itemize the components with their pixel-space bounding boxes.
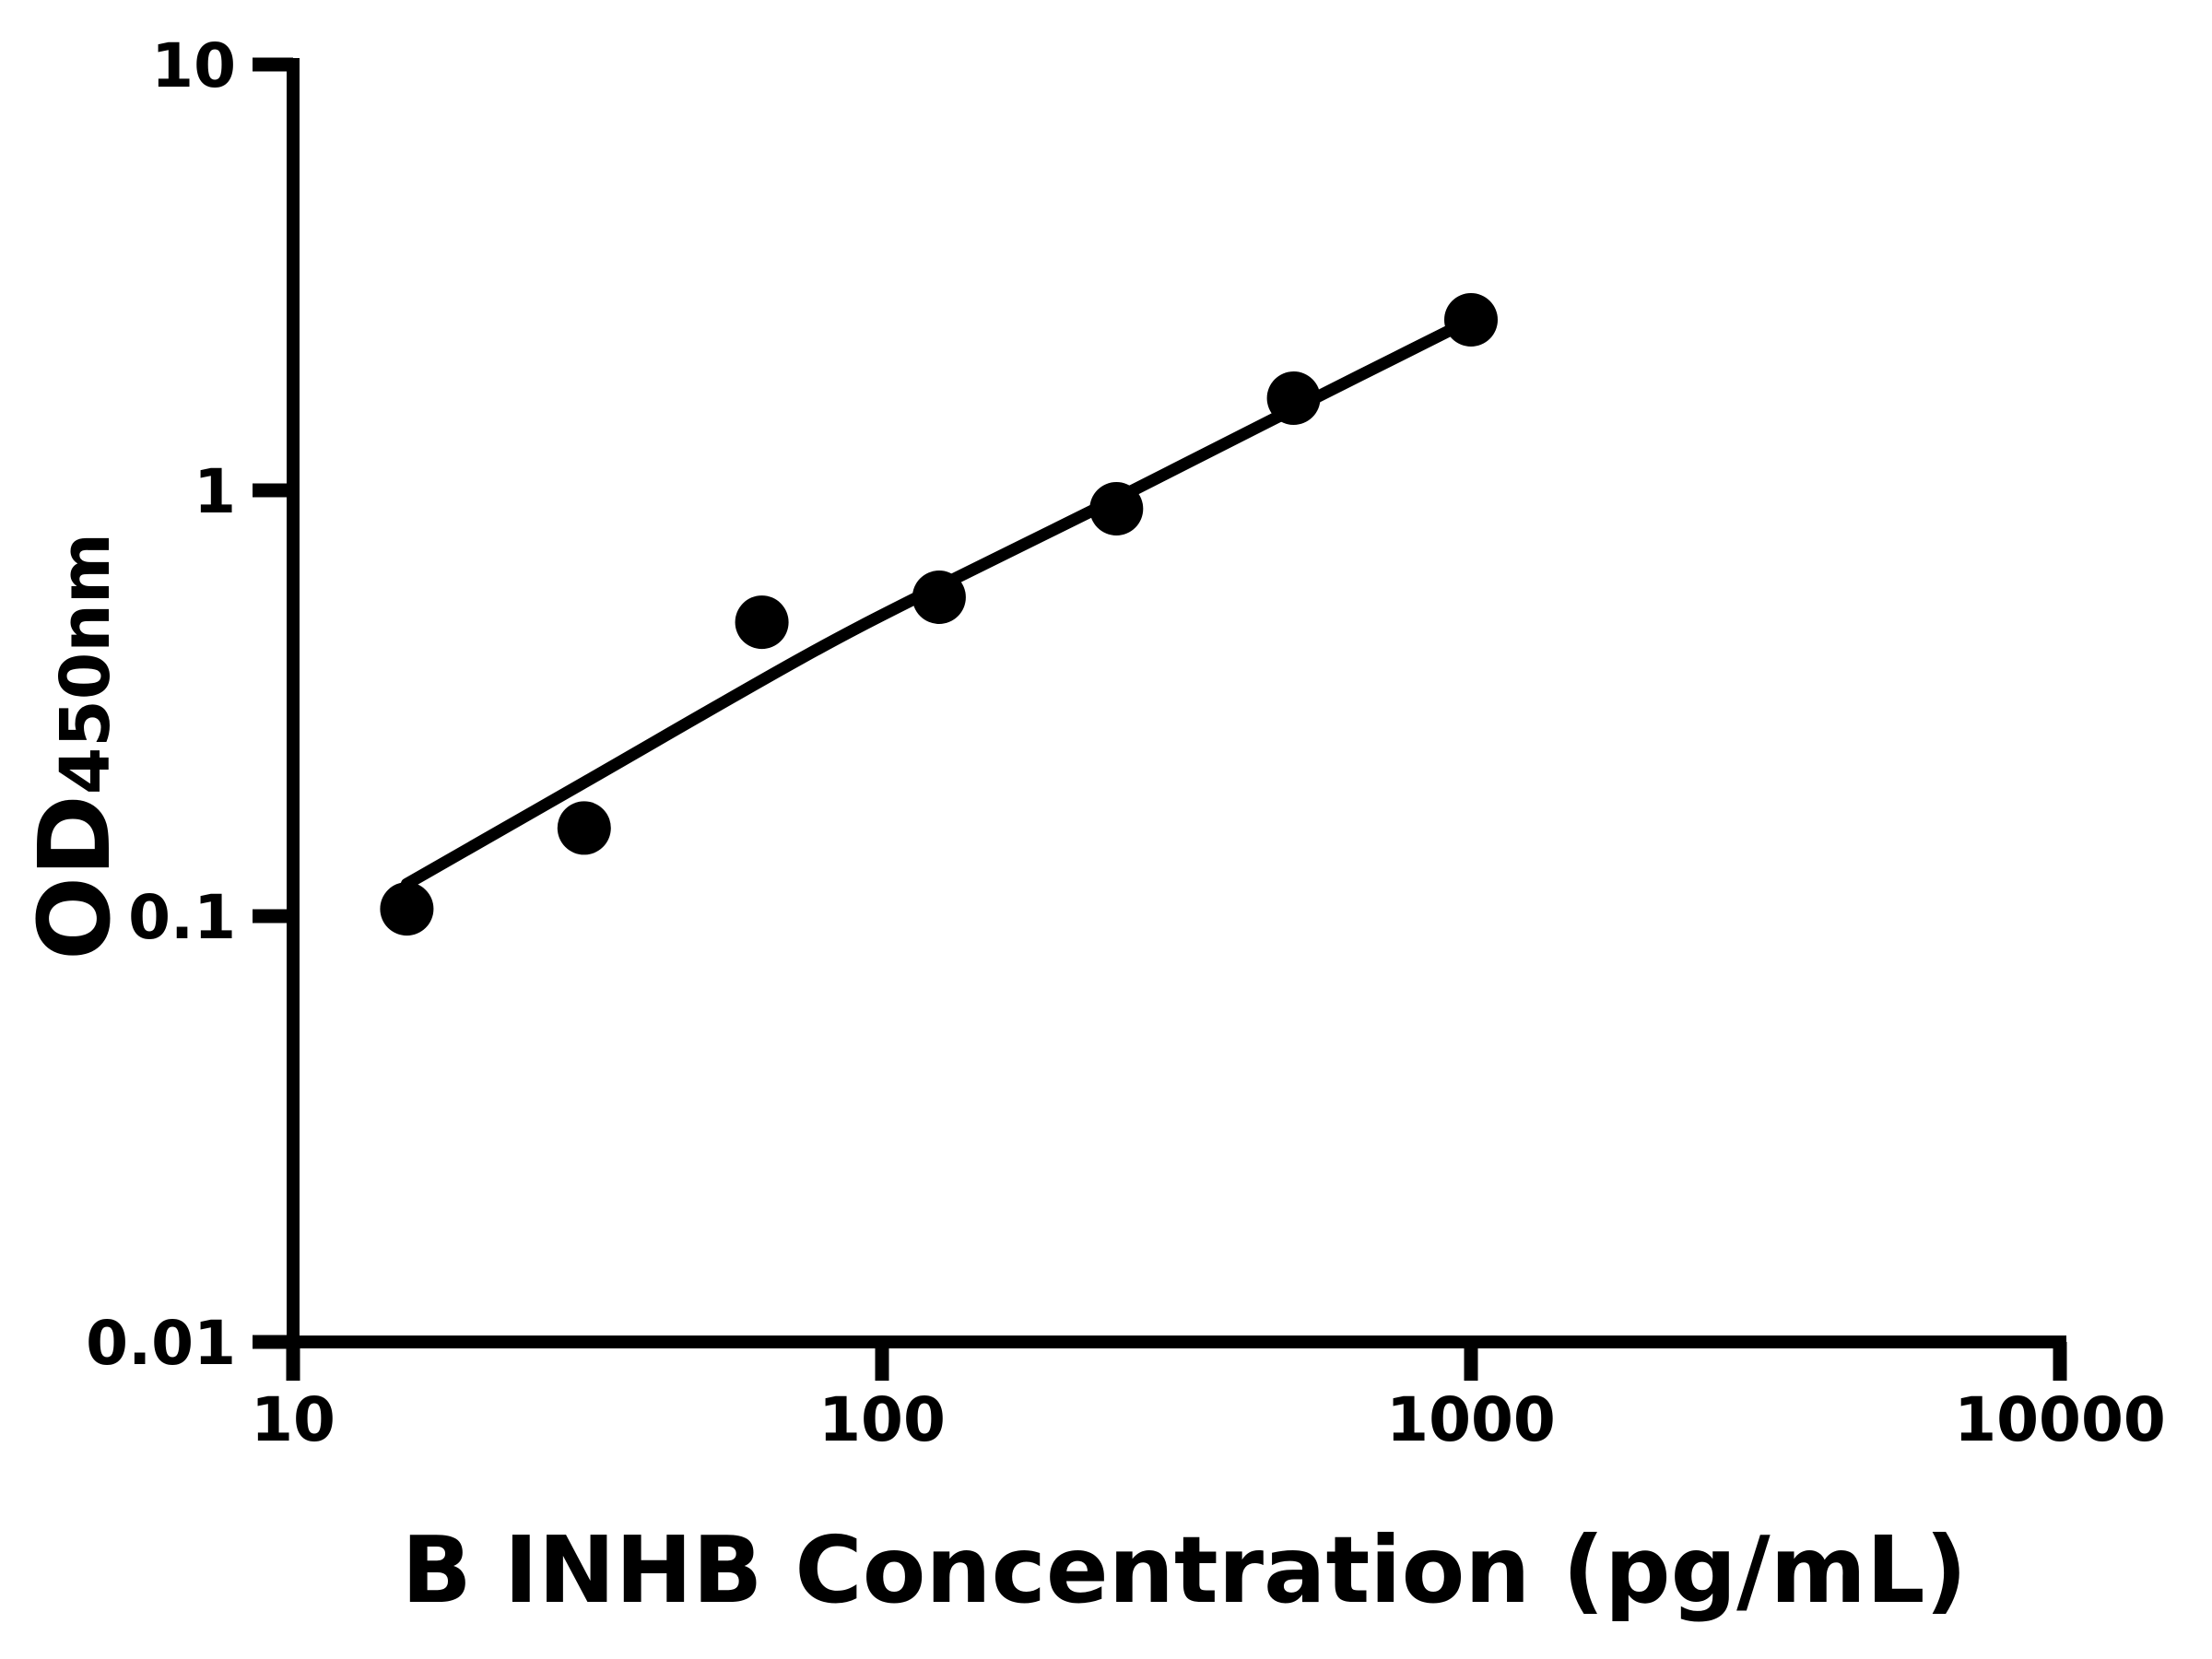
- x-tick-label: 100: [818, 1384, 946, 1455]
- x-tick-label: 10000: [1954, 1384, 2166, 1455]
- x-tick-label: 1000: [1386, 1384, 1556, 1455]
- data-point: [1444, 293, 1498, 347]
- data-point: [1266, 371, 1321, 425]
- y-tick-label: 0.01: [86, 1308, 236, 1379]
- x-axis-title: B INHB Concentration (pg/mL): [402, 1516, 1968, 1624]
- data-point: [735, 595, 789, 650]
- y-axis-title-sub: 450nm: [46, 533, 125, 794]
- y-axis-title-main: OD: [18, 794, 133, 960]
- data-point: [1089, 482, 1144, 535]
- data-point: [912, 571, 966, 624]
- y-tick-label: 1: [194, 456, 236, 527]
- x-tick-label: 10: [251, 1384, 335, 1455]
- data-point: [557, 801, 611, 855]
- plot-layer: [380, 293, 1498, 936]
- y-tick-label: 10: [151, 30, 236, 101]
- data-point: [380, 882, 434, 936]
- y-tick-label: 0.1: [128, 882, 236, 953]
- y-axis-title: OD450nm: [18, 533, 133, 960]
